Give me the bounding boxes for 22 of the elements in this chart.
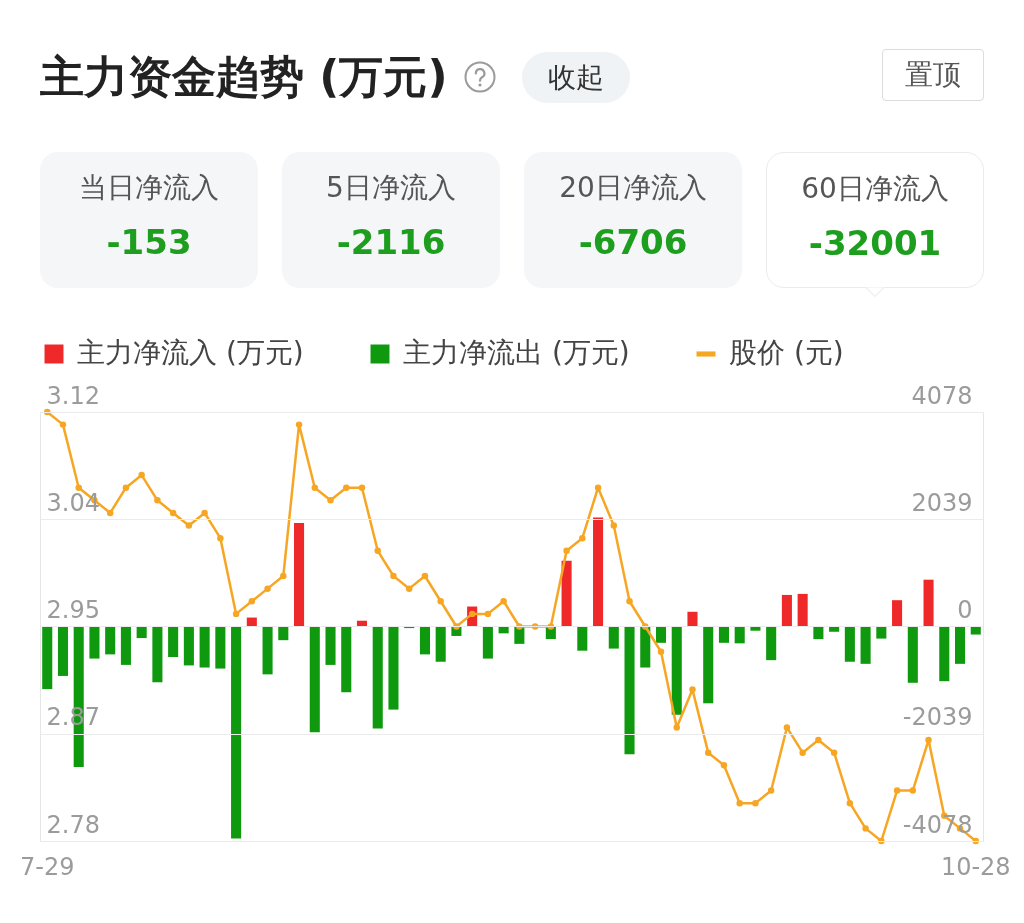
category-label: 20日净流入: [558, 170, 708, 206]
legend-label: 股价 (元): [729, 336, 844, 369]
x-tick-label: 10-28: [940, 852, 1011, 881]
y2-tick-label: -2039: [902, 703, 973, 732]
y2-tick-label: 2039: [911, 488, 973, 517]
category-label: 5日净流入: [325, 170, 457, 206]
y-tick-label: 3.12: [46, 381, 100, 410]
y2-tick-label: 4078: [911, 381, 973, 410]
category-label: 当日净流入: [78, 170, 220, 206]
y-tick-label: 2.95: [46, 596, 100, 624]
legend-label: 主力净流出 (万元): [403, 336, 630, 369]
y-tick-label: 2.78: [46, 810, 100, 839]
data-label: -153: [105, 221, 193, 264]
category-label: 60日净流入: [800, 171, 950, 207]
x-tick-label: 7-29: [20, 852, 75, 881]
data-label: -2116: [335, 221, 447, 264]
y2-tick-label: 0: [957, 596, 973, 624]
y-tick-label: 3.04: [46, 488, 100, 517]
legend-label: 主力净流入 (万元): [77, 336, 304, 369]
data-label: -6706: [577, 221, 689, 264]
data-label: -32001: [807, 222, 943, 265]
text: 主力资金趋势 (万元): [40, 50, 448, 104]
